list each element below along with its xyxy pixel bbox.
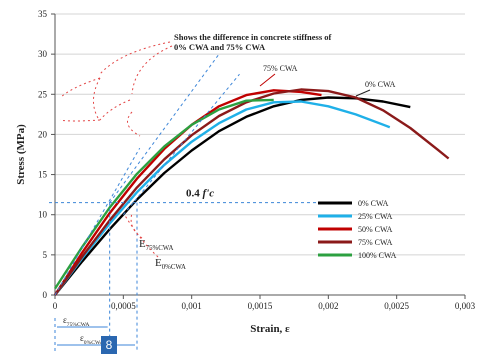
stiffness-note-line2: 0% CWA and 75% CWA: [174, 42, 266, 52]
y-tick-label: 35: [38, 9, 48, 19]
page-number-badge: 8: [101, 336, 117, 354]
stiffness-note-arrow: [60, 78, 100, 98]
y-tick-label: 5: [43, 250, 48, 260]
stiffness-note-arrow: [100, 42, 170, 74]
curve-label-arrow-75cwa: [260, 74, 275, 86]
data-series: [55, 90, 449, 296]
stiffness-tangent-line-75cwa: [123, 74, 239, 215]
legend-label: 100% CWA: [358, 251, 397, 260]
y-tick-label: 30: [38, 49, 48, 59]
strain-label-75cwa: ε75%CWA: [63, 315, 89, 328]
y-tick-label: 25: [38, 89, 48, 99]
y-tick-label: 15: [38, 170, 48, 180]
x-tick-label: 0,003: [455, 301, 476, 311]
x-tick-label: 0,001: [182, 301, 202, 311]
curve-label-arrow-0cwa: [356, 90, 370, 96]
curve-label-0cwa: 0% CWA: [365, 80, 396, 89]
modulus-label-0cwa: E0%CWA: [155, 257, 186, 271]
legend-label: 50% CWA: [358, 225, 393, 234]
x-axis-label: Strain, ε: [250, 323, 290, 335]
series-line: [55, 90, 449, 296]
y-axis-label: Stress (MPa): [15, 124, 27, 185]
curve-label-75cwa: 75% CWA: [263, 64, 298, 73]
modulus-label-75cwa: E75%CWA: [139, 238, 173, 252]
stiffness-note-arrow: [128, 112, 141, 136]
stiffness-note-arrow: [60, 120, 100, 121]
x-tick-label: 0,0025: [384, 301, 409, 311]
axes: 0 5 10 15 20 25 30 35 0 0,0005 0,001 0,0015 0,002 0,0…: [15, 9, 476, 335]
legend: 0% CWA 25% CWA 50% CWA 75% CWA 100% CWA: [318, 199, 397, 260]
x-tick-label: 0: [53, 301, 58, 311]
series-line: [55, 98, 410, 296]
legend-label: 25% CWA: [358, 212, 393, 221]
y-tick-label: 20: [38, 129, 48, 139]
y-tick-label: 0: [43, 290, 48, 300]
stiffness-note-arrow: [93, 78, 100, 118]
x-tick-label: 0,002: [318, 301, 338, 311]
stiffness-tangent-line-0cwa: [55, 148, 140, 295]
stiffness-note-arrow: [100, 100, 130, 120]
stiffness-note-arrow: [132, 46, 172, 94]
legend-label: 0% CWA: [358, 199, 389, 208]
y-tick-label: 10: [38, 210, 48, 220]
stiffness-note-line1: Shows the difference in concrete stiffne…: [174, 32, 332, 42]
x-tick-label: 0,0005: [111, 301, 136, 311]
legend-label: 75% CWA: [358, 238, 393, 247]
fc-level-label: 0.4 f'c: [186, 188, 214, 200]
x-tick-label: 0,0015: [248, 301, 273, 311]
